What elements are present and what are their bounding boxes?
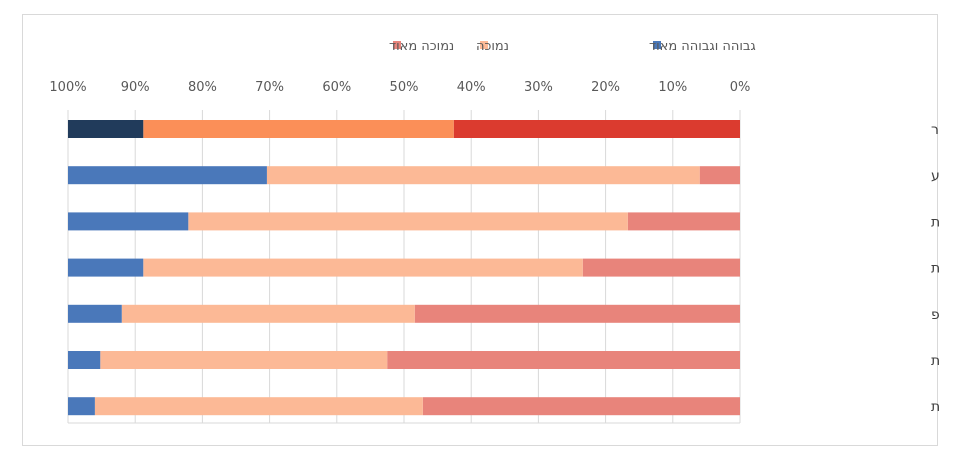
bar-segment <box>121 304 415 323</box>
bar-segment <box>100 351 388 369</box>
x-tick-label: 80% <box>188 80 217 95</box>
bar-segment <box>387 351 740 369</box>
category-label: תעשייה מעורבת עלית <box>931 261 939 277</box>
legend-swatch <box>480 41 488 49</box>
category-label: שירותים דלי מו"פ <box>931 307 939 323</box>
bar-segment <box>68 351 101 369</box>
bar-segment <box>453 120 740 138</box>
category-label: סך אוכלוסיית הסקר <box>931 122 939 138</box>
bar-segment <box>414 304 740 323</box>
x-tick-label: 40% <box>457 80 486 95</box>
x-tick-label: 100% <box>49 80 86 95</box>
category-label: תעשייה מסורתית <box>931 353 939 369</box>
category-label: תעשייה עלית <box>931 214 939 230</box>
bar-segment <box>68 258 144 277</box>
x-tick-label: 70% <box>255 80 284 95</box>
bar-segment <box>143 120 454 138</box>
legend-label: נמוכה <box>476 39 509 54</box>
bars <box>68 120 740 416</box>
bar-segment <box>94 397 423 416</box>
category-labels: סך אוכלוסיית הסקר שירותים עתירי ידע תעשייה… <box>931 122 939 415</box>
x-tick-label: 60% <box>322 80 351 95</box>
bar-segment <box>627 212 740 231</box>
category-label: תעשייה מעורבת מסורתית <box>931 399 939 415</box>
bar-segment <box>68 304 122 323</box>
bar-segment <box>266 166 700 185</box>
x-tick-label: 10% <box>658 80 687 95</box>
legend-label: נמוכה מאוד <box>389 39 454 54</box>
bar-segment <box>68 212 189 231</box>
bar-segment <box>143 258 583 277</box>
bar-segment <box>422 397 740 416</box>
legend-label: גבוהה וגבוהה מאוד <box>649 39 756 54</box>
bar-segment <box>68 120 144 138</box>
legend-swatch <box>653 41 661 49</box>
x-tick-label: 50% <box>390 80 419 95</box>
bar-segment <box>699 166 740 185</box>
category-label: שירותים עתירי ידע <box>931 168 939 184</box>
stacked-bar-chart: גבוהה וגבוהה מאוד נמוכה נמוכה מאוד 0% 10% 20… <box>49 39 939 424</box>
x-tick-label: 20% <box>591 80 620 95</box>
x-axis-ticks: 0% 10% 20% 30% 40% 50% 60% 70% 80% 90% 100% <box>49 80 750 95</box>
legend-swatch <box>393 41 401 49</box>
legend: גבוהה וגבוהה מאוד נמוכה נמוכה מאוד <box>389 39 756 54</box>
x-tick-label: 90% <box>121 80 150 95</box>
bar-segment <box>68 166 267 185</box>
x-tick-label: 0% <box>730 80 751 95</box>
bar-segment <box>68 397 95 416</box>
bar-segment <box>582 258 740 277</box>
x-tick-label: 30% <box>524 80 553 95</box>
chart-frame: גבוהה וגבוהה מאוד נמוכה נמוכה מאוד 0% 10% 20… <box>22 14 939 446</box>
bar-segment <box>188 212 628 231</box>
